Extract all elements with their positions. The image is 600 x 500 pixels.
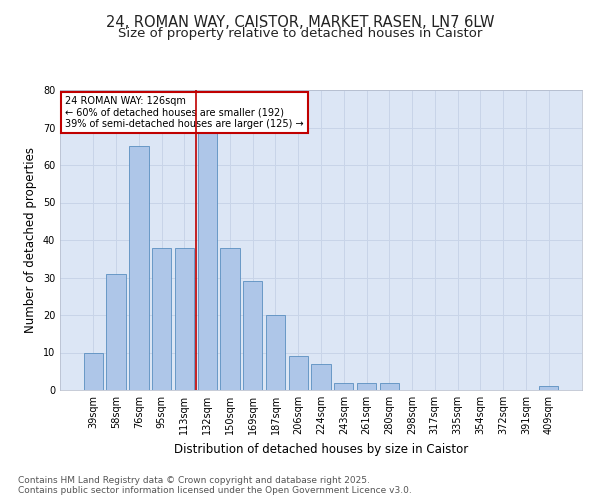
- Bar: [152, 248, 172, 390]
- Bar: [197, 120, 217, 390]
- Bar: [539, 386, 558, 390]
- Text: 24, ROMAN WAY, CAISTOR, MARKET RASEN, LN7 6LW: 24, ROMAN WAY, CAISTOR, MARKET RASEN, LN…: [106, 15, 494, 30]
- Text: 24 ROMAN WAY: 126sqm
← 60% of detached houses are smaller (192)
39% of semi-deta: 24 ROMAN WAY: 126sqm ← 60% of detached h…: [65, 96, 304, 129]
- Bar: [243, 281, 262, 390]
- Bar: [380, 382, 399, 390]
- Bar: [311, 364, 331, 390]
- Bar: [220, 248, 239, 390]
- Bar: [129, 146, 149, 390]
- Bar: [357, 382, 376, 390]
- Bar: [84, 352, 103, 390]
- Bar: [334, 382, 353, 390]
- Bar: [175, 248, 194, 390]
- Text: Size of property relative to detached houses in Caistor: Size of property relative to detached ho…: [118, 28, 482, 40]
- Y-axis label: Number of detached properties: Number of detached properties: [24, 147, 37, 333]
- Bar: [266, 315, 285, 390]
- Text: Contains HM Land Registry data © Crown copyright and database right 2025.
Contai: Contains HM Land Registry data © Crown c…: [18, 476, 412, 495]
- X-axis label: Distribution of detached houses by size in Caistor: Distribution of detached houses by size …: [174, 442, 468, 456]
- Bar: [106, 274, 126, 390]
- Bar: [289, 356, 308, 390]
